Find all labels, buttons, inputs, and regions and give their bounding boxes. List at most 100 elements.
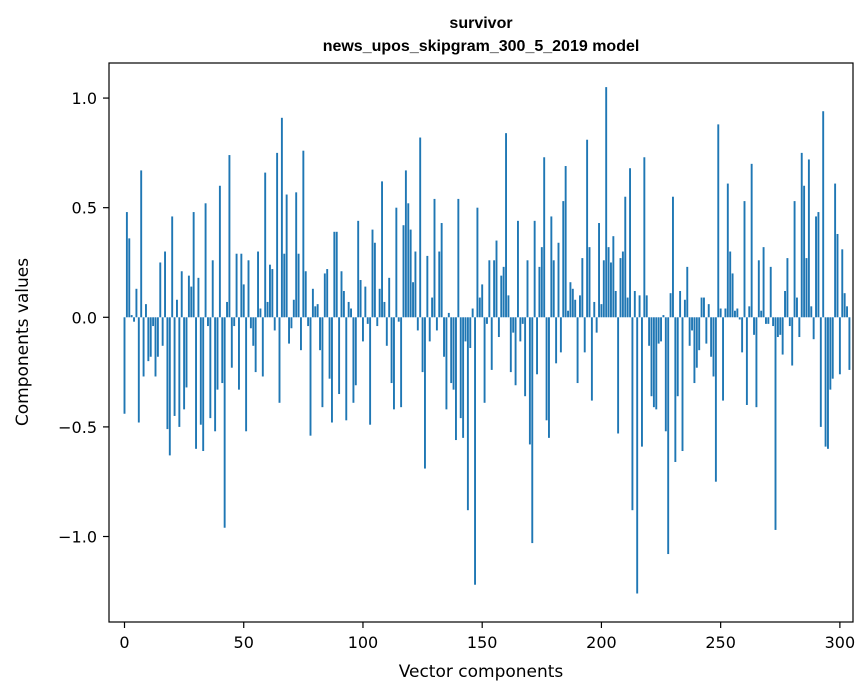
bar	[433, 198, 436, 318]
bar	[159, 262, 162, 318]
chart-title: survivor	[449, 15, 512, 32]
bar	[776, 317, 779, 338]
bar	[681, 317, 684, 452]
bar	[736, 308, 739, 318]
y-axis-ticks: −1.0 −0.5 0.0 0.5 1.0	[58, 89, 109, 547]
bar	[600, 304, 603, 318]
bar	[211, 260, 214, 318]
bar	[421, 317, 424, 373]
bar	[137, 317, 140, 423]
bar	[562, 201, 565, 318]
bar	[633, 290, 636, 318]
bar	[836, 233, 839, 318]
bar	[340, 271, 343, 318]
bar	[774, 317, 777, 530]
bar	[583, 317, 586, 353]
bar	[812, 317, 815, 340]
bar	[667, 317, 670, 555]
bar	[190, 286, 193, 318]
bar	[402, 225, 405, 318]
bar	[221, 317, 224, 384]
bar	[471, 308, 474, 318]
bar	[524, 317, 527, 397]
bar	[595, 317, 598, 333]
bar	[793, 201, 796, 318]
bar	[800, 152, 803, 318]
bar	[827, 317, 829, 449]
bar	[333, 231, 336, 318]
bar	[719, 308, 722, 318]
bar	[261, 317, 264, 377]
bar	[400, 317, 403, 408]
bar	[676, 317, 679, 397]
bar	[371, 229, 374, 318]
bar	[416, 317, 419, 331]
bar	[626, 297, 629, 318]
bar	[266, 301, 269, 318]
bar	[154, 317, 157, 377]
bar	[209, 317, 212, 419]
bar	[831, 317, 834, 379]
bar	[388, 277, 391, 318]
bar	[319, 317, 321, 351]
bar	[259, 308, 262, 318]
bar	[350, 308, 352, 318]
bar	[168, 317, 171, 456]
bar	[526, 260, 529, 318]
bar	[366, 317, 369, 324]
bar	[822, 111, 825, 318]
bar	[843, 293, 846, 318]
bar	[323, 273, 326, 318]
bar	[660, 317, 662, 342]
y-tick-label: −1.0	[58, 528, 97, 547]
bar	[202, 317, 205, 452]
bar	[133, 317, 135, 322]
bar	[598, 223, 600, 318]
bar	[617, 317, 620, 434]
bar	[705, 317, 708, 344]
bar	[316, 304, 319, 318]
bar	[726, 183, 729, 318]
bar	[142, 317, 145, 377]
bar	[466, 317, 469, 511]
bar	[612, 236, 615, 318]
bar	[331, 317, 333, 423]
bar	[347, 301, 350, 318]
bar	[614, 290, 617, 318]
bar	[586, 139, 589, 318]
bar	[679, 290, 682, 318]
bar	[381, 181, 383, 318]
bar	[176, 299, 178, 318]
bar	[197, 277, 200, 318]
bar	[245, 317, 248, 432]
bar	[469, 317, 472, 348]
bar	[443, 317, 445, 357]
bar	[707, 304, 710, 318]
bar	[579, 295, 581, 318]
bar	[474, 317, 476, 585]
bar	[147, 317, 150, 362]
bar	[376, 317, 379, 327]
bar	[507, 295, 510, 318]
bar	[307, 317, 310, 327]
bar	[807, 159, 810, 318]
bar	[745, 317, 748, 405]
bar	[125, 212, 128, 318]
bar	[691, 317, 693, 331]
bar	[450, 317, 453, 384]
bar	[838, 317, 841, 375]
bar	[738, 317, 741, 320]
plot-frame	[108, 62, 854, 623]
bar	[214, 317, 217, 432]
bar	[447, 312, 450, 318]
bar	[767, 317, 770, 324]
bar	[731, 273, 734, 318]
bar	[187, 275, 190, 318]
bar	[385, 317, 388, 346]
bar	[734, 310, 736, 318]
bar	[610, 262, 612, 318]
bar	[431, 297, 434, 318]
bar	[464, 317, 467, 342]
bar	[455, 317, 457, 441]
bar	[123, 317, 126, 414]
